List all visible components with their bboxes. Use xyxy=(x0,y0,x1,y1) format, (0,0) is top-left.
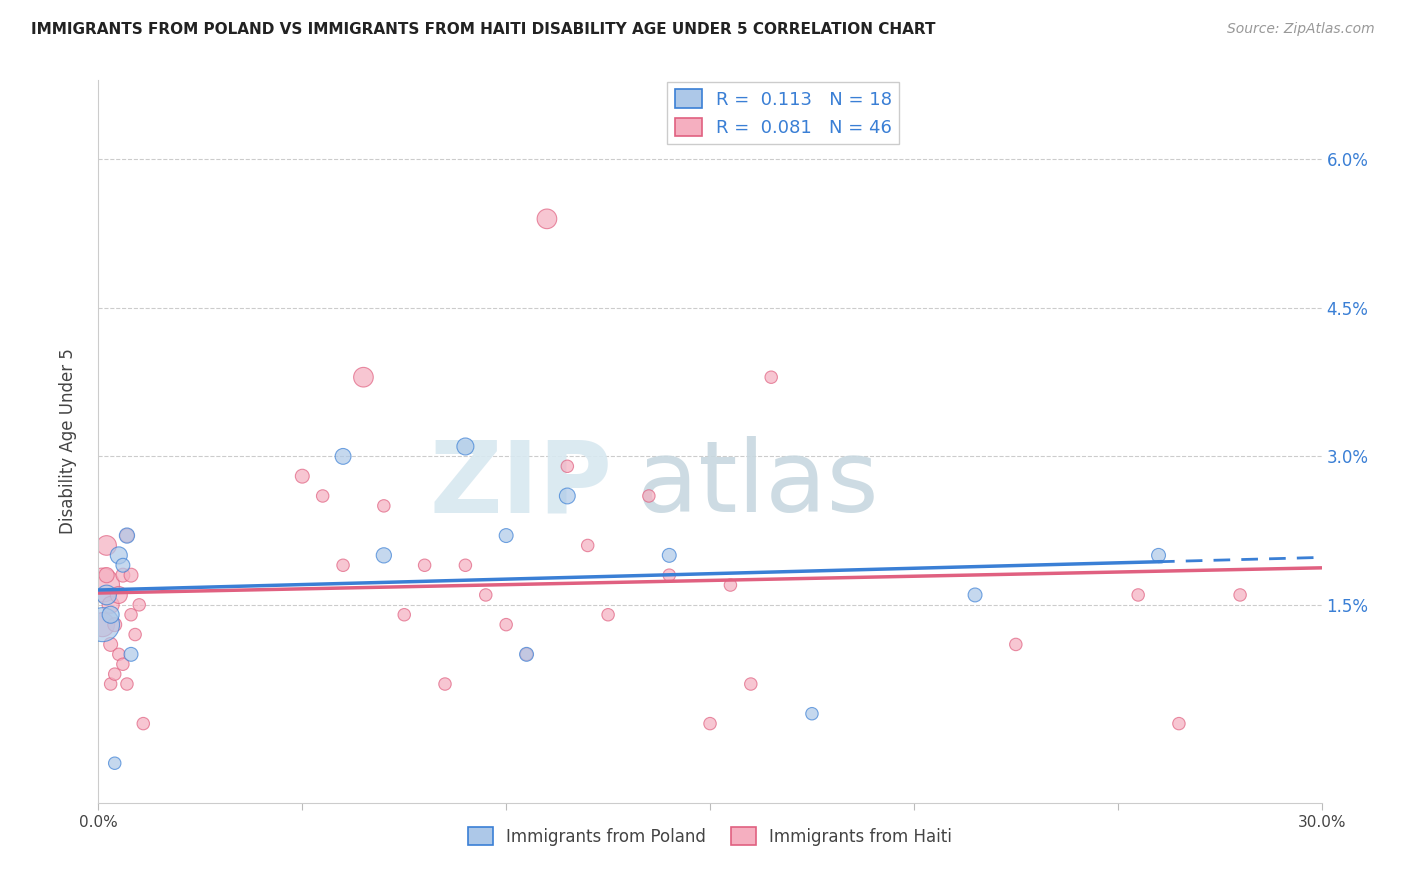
Point xyxy=(100,677,122,691)
Point xyxy=(373,499,395,513)
Text: ZIP: ZIP xyxy=(429,436,612,533)
Point xyxy=(100,598,122,612)
Point xyxy=(495,528,517,542)
Point xyxy=(132,716,155,731)
Point xyxy=(392,607,416,622)
Point xyxy=(352,370,374,384)
Point xyxy=(413,558,436,573)
Point xyxy=(108,549,131,563)
Point xyxy=(658,549,681,563)
Point xyxy=(516,648,538,662)
Point xyxy=(598,607,620,622)
Point xyxy=(332,450,354,464)
Point xyxy=(454,558,477,573)
Point xyxy=(91,617,114,632)
Point xyxy=(115,528,138,542)
Point xyxy=(718,578,742,592)
Point xyxy=(115,528,138,542)
Point xyxy=(555,489,579,503)
Point xyxy=(91,617,114,632)
Point xyxy=(104,667,127,681)
Point xyxy=(120,607,142,622)
Point xyxy=(291,469,314,483)
Y-axis label: Disability Age Under 5: Disability Age Under 5 xyxy=(59,349,77,534)
Point xyxy=(124,627,146,641)
Point xyxy=(555,459,579,474)
Point xyxy=(454,440,477,454)
Point xyxy=(1128,588,1150,602)
Point xyxy=(111,657,134,672)
Point xyxy=(104,756,127,771)
Point xyxy=(1147,549,1170,563)
Point xyxy=(100,607,122,622)
Point xyxy=(1229,588,1251,602)
Point xyxy=(120,648,142,662)
Point xyxy=(111,558,134,573)
Point xyxy=(474,588,498,602)
Point xyxy=(1167,716,1189,731)
Point xyxy=(312,489,335,503)
Point xyxy=(1004,637,1026,651)
Point xyxy=(111,568,134,582)
Point xyxy=(104,617,127,632)
Text: Source: ZipAtlas.com: Source: ZipAtlas.com xyxy=(1227,22,1375,37)
Point xyxy=(495,617,517,632)
Point xyxy=(740,677,762,691)
Point xyxy=(128,598,150,612)
Point xyxy=(699,716,721,731)
Point xyxy=(120,568,142,582)
Point xyxy=(91,578,114,592)
Point xyxy=(576,539,599,553)
Text: IMMIGRANTS FROM POLAND VS IMMIGRANTS FROM HAITI DISABILITY AGE UNDER 5 CORRELATI: IMMIGRANTS FROM POLAND VS IMMIGRANTS FRO… xyxy=(31,22,935,37)
Point xyxy=(965,588,987,602)
Point xyxy=(96,568,118,582)
Point xyxy=(536,211,558,226)
Point xyxy=(96,588,118,602)
Point xyxy=(96,539,118,553)
Point xyxy=(373,549,395,563)
Point xyxy=(108,588,131,602)
Point xyxy=(516,648,538,662)
Point xyxy=(761,370,783,384)
Point xyxy=(100,637,122,651)
Point xyxy=(434,677,457,691)
Point xyxy=(658,568,681,582)
Point xyxy=(115,677,138,691)
Point xyxy=(637,489,661,503)
Text: atlas: atlas xyxy=(637,436,879,533)
Legend: Immigrants from Poland, Immigrants from Haiti: Immigrants from Poland, Immigrants from … xyxy=(461,821,959,852)
Point xyxy=(801,706,824,721)
Point xyxy=(108,648,131,662)
Point xyxy=(332,558,354,573)
